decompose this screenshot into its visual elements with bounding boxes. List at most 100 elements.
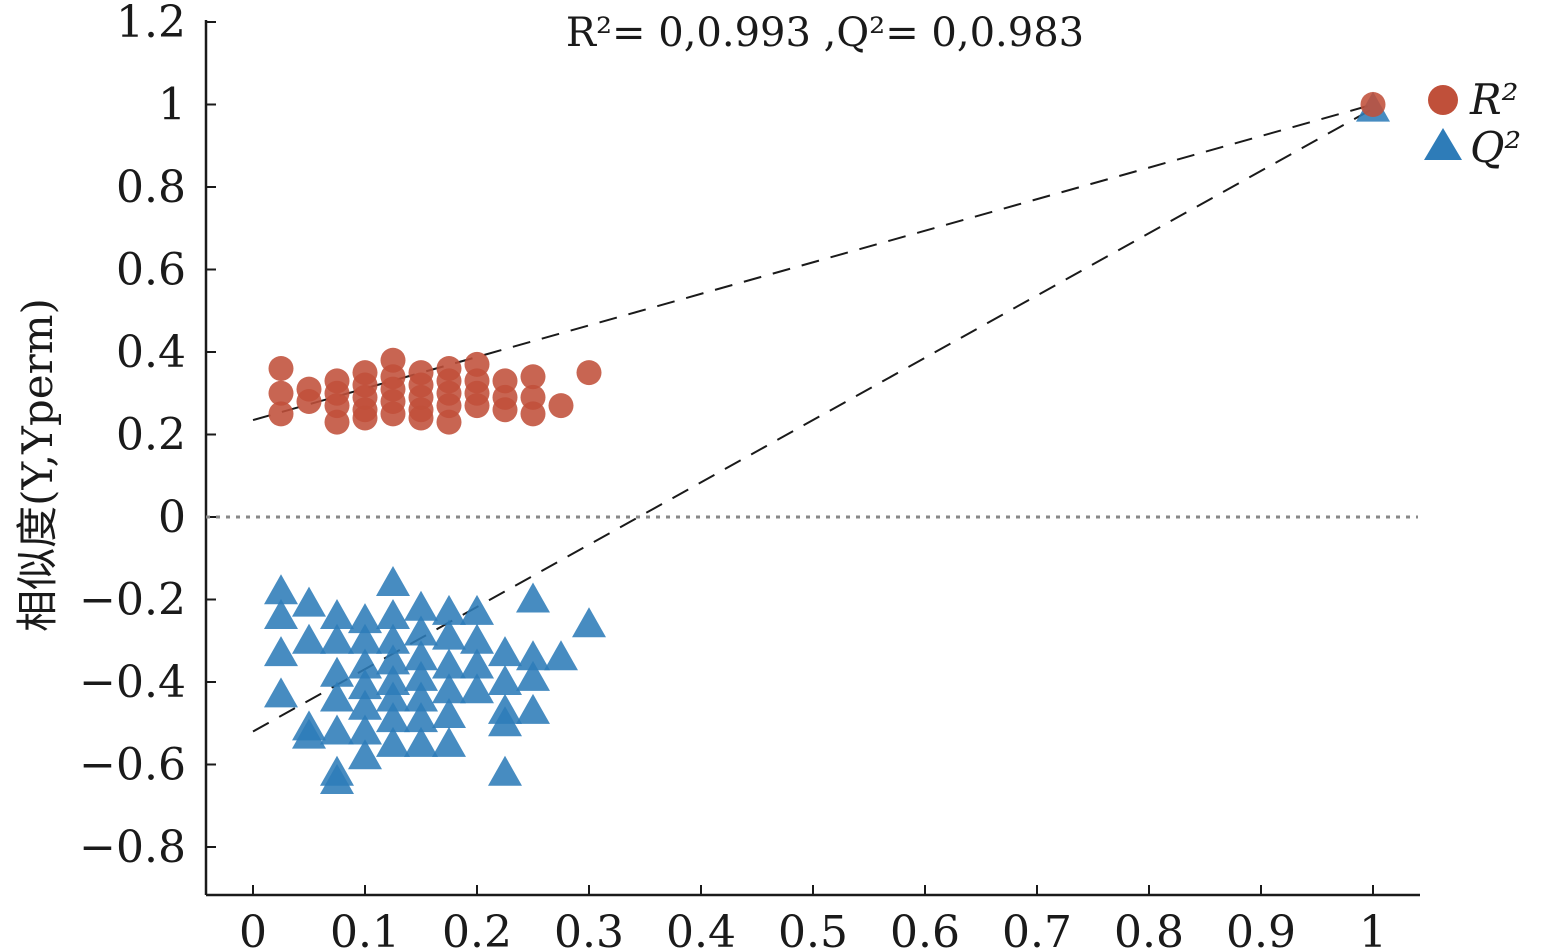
q2-point — [460, 623, 494, 654]
y-tick-label: 1 — [158, 80, 186, 131]
y-tick-label: −0.6 — [79, 740, 186, 791]
x-tick-label: 0 — [239, 907, 267, 951]
q2-point — [516, 693, 550, 724]
q2-point — [348, 648, 382, 679]
y-tick-label: 0.2 — [116, 410, 186, 461]
r2-point — [520, 364, 546, 390]
y-axis-label: 相似度(Y,Yperm) — [13, 298, 62, 632]
x-tick-label: 0.2 — [442, 907, 512, 951]
q2-point — [292, 623, 326, 654]
y-tick-label: 0.4 — [116, 327, 186, 378]
q2-point — [292, 586, 326, 617]
legend-r2-label: R² — [1469, 75, 1518, 124]
q2-point — [348, 623, 382, 654]
q2-point — [320, 599, 354, 629]
q2-point — [376, 726, 410, 757]
q2-point — [376, 623, 410, 654]
q2-point — [376, 599, 410, 629]
q2-point — [404, 590, 438, 621]
y-tick-label: −0.8 — [79, 822, 186, 873]
q2-point — [320, 656, 354, 687]
q2-point — [320, 714, 354, 745]
q2-point — [404, 726, 438, 757]
y-tick-label: 0.8 — [116, 162, 186, 213]
y-tick-label: 0.6 — [116, 245, 186, 296]
regression-line — [252, 107, 1374, 733]
r2-point — [464, 393, 490, 419]
q2-point — [264, 677, 298, 708]
series-r2 — [268, 92, 1386, 435]
q2-point — [460, 673, 494, 704]
q2-point — [264, 599, 298, 629]
r2-point — [352, 405, 378, 431]
x-tick-label: 0.3 — [554, 907, 624, 951]
q2-point — [376, 566, 410, 596]
q2-point — [572, 607, 606, 638]
q2-point — [404, 702, 438, 733]
x-tick-label: 0.7 — [1002, 907, 1072, 951]
y-tick-label: −0.2 — [79, 575, 186, 626]
q2-point — [516, 640, 550, 671]
q2-point — [348, 603, 382, 634]
q2-point — [432, 594, 466, 625]
q2-point — [348, 669, 382, 700]
q2-point — [516, 582, 550, 613]
q2-point — [320, 623, 354, 654]
x-tick-label: 0.1 — [330, 907, 400, 951]
q2-point — [404, 660, 438, 691]
q2-point — [376, 702, 410, 733]
q2-point — [292, 718, 326, 749]
x-tick-label: 0.6 — [890, 907, 960, 951]
x-tick-label: 0.9 — [1226, 907, 1296, 951]
r2-point — [492, 397, 518, 423]
legend: R² Q² — [1424, 75, 1521, 172]
q2-point — [432, 673, 466, 704]
q2-point — [320, 764, 354, 794]
r2-point — [520, 401, 546, 427]
q2-point — [516, 660, 550, 691]
legend-q2-marker — [1424, 128, 1462, 160]
q2-point — [376, 665, 410, 695]
x-tick-label: 0.8 — [1114, 907, 1184, 951]
q2-point — [488, 706, 522, 737]
y-ticks: −0.8 −0.6 −0.4 −0.2 0 0.2 0.4 0.6 0.8 1 1.2 — [79, 0, 216, 873]
x-tick-label: 0.5 — [778, 907, 848, 951]
legend-r2-marker — [1428, 85, 1458, 115]
r2-point — [548, 393, 574, 419]
q2-point — [376, 644, 410, 675]
q2-point — [348, 739, 382, 770]
q2-point — [544, 640, 578, 671]
q2-point — [404, 615, 438, 646]
q2-point — [432, 619, 466, 650]
q2-point — [432, 726, 466, 757]
q2-point — [348, 714, 382, 745]
r2-point — [268, 401, 294, 427]
q2-point — [432, 698, 466, 728]
x-ticks: 0 0.1 0.2 0.3 0.4 0.5 0.6 0.7 0.8 0.9 1 — [239, 885, 1387, 951]
q2-point — [404, 681, 438, 712]
y-tick-label: −0.4 — [79, 657, 186, 708]
q2-point — [488, 636, 522, 667]
r2-point — [408, 405, 434, 431]
q2-point — [432, 648, 466, 679]
q2-point — [460, 594, 494, 625]
r2-point — [380, 401, 406, 427]
q2-point — [264, 636, 298, 667]
chart-title: R²= 0,0.993 ,Q²= 0,0.983 — [566, 10, 1084, 56]
x-tick-label: 0.4 — [666, 907, 736, 951]
y-tick-label: 0 — [158, 492, 186, 543]
r2-point — [436, 409, 462, 435]
r2-point — [268, 356, 294, 381]
r2-point — [1360, 92, 1386, 117]
q2-point — [320, 681, 354, 712]
q2-point — [460, 648, 494, 679]
legend-q2-label: Q² — [1470, 123, 1521, 172]
q2-point — [348, 689, 382, 720]
r2-point — [324, 409, 350, 435]
q2-point — [488, 755, 522, 786]
q2-point — [404, 640, 438, 671]
y-tick-label: 1.2 — [116, 0, 186, 48]
q2-point — [264, 574, 298, 605]
r2-point — [268, 380, 294, 406]
